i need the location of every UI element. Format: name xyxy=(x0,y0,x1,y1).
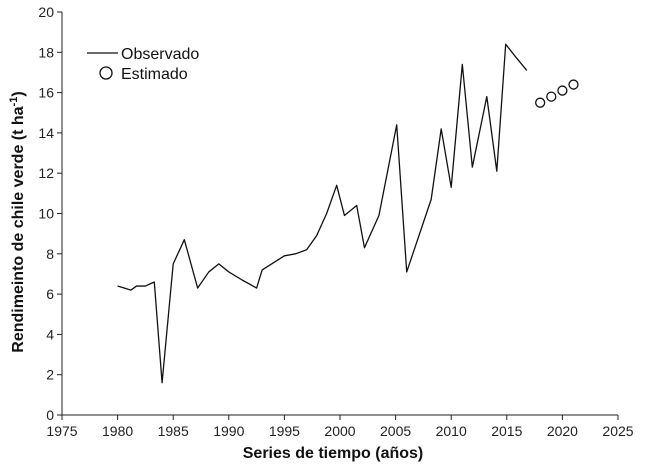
y-axis-title-text: Rendimeinto de chile verde xyxy=(10,145,27,353)
y-tick-label: 14 xyxy=(38,125,54,141)
data-point-estimado xyxy=(546,91,557,102)
data-point-estimado xyxy=(557,85,568,96)
series-line-observado xyxy=(117,43,528,384)
x-tick-label: 2010 xyxy=(436,423,467,439)
y-tick-label: 12 xyxy=(38,165,54,181)
y-axis-title-unit-end: ) xyxy=(10,91,27,96)
y-tick-label: 0 xyxy=(46,407,54,423)
y-axis-title: Rendimeinto de chile verde (t ha-1) xyxy=(8,91,27,352)
y-tick-label: 10 xyxy=(38,206,54,222)
legend-label-estimado: Estimado xyxy=(121,66,188,83)
x-tick-label: 1975 xyxy=(46,423,77,439)
data-point-estimado xyxy=(535,97,546,108)
axes: 1975 1980 1985 1990 1995 2000 2005 2010 2015 2020… xyxy=(38,4,633,439)
x-tick-label: 2005 xyxy=(380,423,411,439)
x-tick-label: 2015 xyxy=(491,423,522,439)
y-axis-title-unit: (t ha xyxy=(10,106,27,140)
x-tick-label: 2020 xyxy=(547,423,578,439)
y-tick-label: 4 xyxy=(46,326,54,342)
y-tick-label: 18 xyxy=(38,44,54,60)
legend-marker-estimado xyxy=(99,66,113,80)
y-tick-label: 16 xyxy=(38,85,54,101)
y-axis-title-unit-sup: -1 xyxy=(8,97,20,107)
data-point-estimado xyxy=(568,79,579,90)
y-tick-label: 20 xyxy=(38,4,54,20)
y-tick-label: 8 xyxy=(46,246,54,262)
legend-label-observado: Observado xyxy=(121,46,199,63)
x-tick-label: 2025 xyxy=(602,423,633,439)
x-tick-label: 2000 xyxy=(324,423,355,439)
y-tick-label: 6 xyxy=(46,286,54,302)
plot-area xyxy=(117,43,579,384)
x-tick-label: 1995 xyxy=(269,423,300,439)
x-tick-label: 1985 xyxy=(158,423,189,439)
x-tick-label: 1980 xyxy=(102,423,133,439)
y-tick-label: 2 xyxy=(46,367,54,383)
x-axis-title: Series de tiempo (años) xyxy=(243,445,424,462)
x-tick-label: 1990 xyxy=(213,423,244,439)
legend: Observado Estimado xyxy=(87,46,199,83)
